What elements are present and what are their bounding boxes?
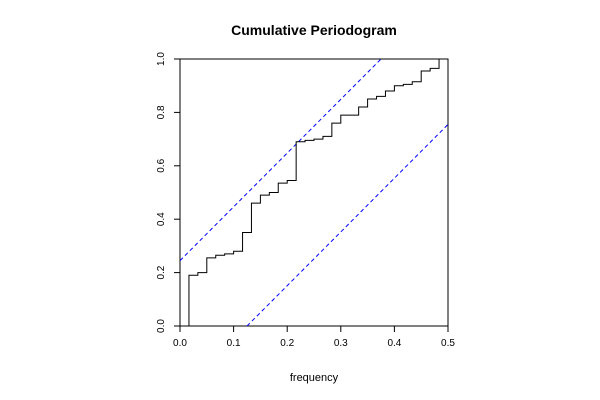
y-tick-label: 0.6 <box>156 158 167 172</box>
confidence-bounds <box>180 59 448 326</box>
x-tick-label: 0.1 <box>227 338 241 349</box>
y-tick-label: 1.0 <box>156 52 167 66</box>
x-tick-label: 0.2 <box>280 338 294 349</box>
y-tick-label: 0.2 <box>156 265 167 279</box>
x-tick-label: 0.3 <box>334 338 348 349</box>
plot-frame <box>179 58 449 327</box>
y-axis: 0.0 0.2 0.4 0.6 0.8 1.0 <box>156 52 180 333</box>
x-tick-label: 0.4 <box>387 338 401 349</box>
lower-bound-line <box>246 124 448 326</box>
x-tick-label: 0.0 <box>173 338 187 349</box>
x-axis: 0.0 0.1 0.2 0.3 0.4 0.5 <box>173 326 455 349</box>
y-tick-label: 0.0 <box>156 319 167 333</box>
y-tick-label: 0.8 <box>156 105 167 119</box>
upper-bound-line <box>180 59 382 261</box>
x-tick-label: 0.5 <box>441 338 455 349</box>
y-tick-label: 0.4 <box>156 212 167 226</box>
chart-title: Cumulative Periodogram <box>231 22 397 38</box>
x-axis-label: frequency <box>290 372 339 384</box>
cumulative-periodogram-step-line <box>188 58 448 326</box>
